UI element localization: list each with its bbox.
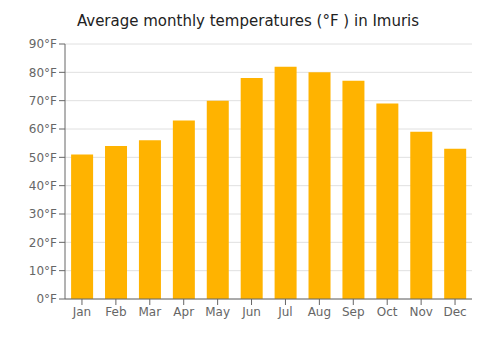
svg-text:90°F: 90°F (29, 37, 57, 51)
svg-text:40°F: 40°F (29, 179, 57, 193)
svg-text:70°F: 70°F (29, 94, 57, 108)
svg-text:Oct: Oct (377, 305, 398, 319)
svg-text:Dec: Dec (443, 305, 466, 319)
svg-text:Nov: Nov (409, 305, 432, 319)
svg-text:80°F: 80°F (29, 66, 57, 80)
svg-text:10°F: 10°F (29, 264, 57, 278)
svg-text:Mar: Mar (138, 305, 161, 319)
svg-text:Jun: Jun (241, 305, 261, 319)
svg-text:30°F: 30°F (29, 207, 57, 221)
svg-text:Sep: Sep (342, 305, 365, 319)
svg-text:60°F: 60°F (29, 122, 57, 136)
svg-text:Feb: Feb (105, 305, 126, 319)
svg-text:May: May (205, 305, 230, 319)
svg-text:Jan: Jan (72, 305, 92, 319)
svg-text:Jul: Jul (277, 305, 292, 319)
svg-text:50°F: 50°F (29, 151, 57, 165)
svg-text:20°F: 20°F (29, 236, 57, 250)
html-text:Average monthly temperatures (: Average monthly temperatures (°F ) in Im… (76, 12, 420, 30)
svg-text:Apr: Apr (173, 305, 194, 319)
svg-text:0°F: 0°F (36, 292, 57, 306)
svg-text:Aug: Aug (308, 305, 331, 319)
